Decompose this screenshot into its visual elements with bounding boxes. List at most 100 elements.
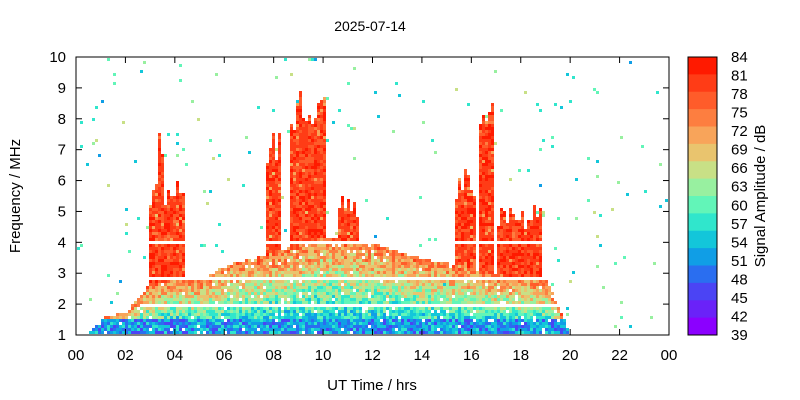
heatmap-cell [434,292,437,295]
heatmap-cell [311,307,314,310]
heatmap-cell [293,199,296,202]
heatmap-cell [293,238,296,241]
heatmap-cell [485,199,488,202]
heatmap-cell [539,253,542,256]
heatmap-cell [278,316,281,319]
heatmap-cell [404,328,407,331]
heatmap-cell [527,271,530,274]
heatmap-cell [224,283,227,286]
heatmap-cell [155,187,158,190]
heatmap-cell [485,229,488,232]
heatmap-cell [398,295,401,298]
heatmap-cell [365,301,368,304]
heatmap-cell [356,274,359,277]
heatmap-cell [347,307,350,310]
heatmap-cell [476,328,479,331]
heatmap-cell [107,328,110,331]
heatmap-cell [365,325,368,328]
heatmap-cell [161,160,164,163]
heatmap-cell [296,154,299,157]
heatmap-cell [431,283,434,286]
heatmap-cell [203,292,206,295]
heatmap-cell [263,262,266,265]
heatmap-cell [365,310,368,313]
heatmap-cell [191,301,194,304]
heatmap-cell [428,283,431,286]
heatmap-cell [368,319,371,322]
heatmap-cell [482,259,485,262]
heatmap-cell [242,265,245,268]
heatmap-cell [317,109,320,112]
heatmap-cell [506,235,509,238]
heatmap-cell [464,190,467,193]
heatmap-cell [311,133,314,136]
heatmap-cell [482,220,485,223]
heatmap-cell [173,202,176,205]
heatmap-cell [275,295,278,298]
heatmap-cell [320,160,323,163]
heatmap-cell [401,310,404,313]
heatmap-cell [371,253,374,256]
heatmap-cell [272,157,275,160]
heatmap-cell [146,310,149,313]
heatmap-cell [218,322,221,325]
heatmap-cell [491,286,494,289]
heatmap-cell [329,325,332,328]
heatmap-cell [260,262,263,265]
heatmap-cell [179,196,182,199]
heatmap-cell [515,244,518,247]
heatmap-cell [488,118,491,121]
heatmap-cell [254,289,257,292]
heatmap-cell [491,211,494,214]
heatmap-cell [434,262,437,265]
heatmap-cell [173,259,176,262]
heatmap-cell [380,292,383,295]
heatmap-cell [308,184,311,187]
heatmap-cell [485,166,488,169]
heatmap-cell [188,319,191,322]
heatmap-cell [509,265,512,268]
heatmap-cell [116,313,119,316]
heatmap-cell [488,265,491,268]
heatmap-cell [518,325,521,328]
heatmap-cell [155,322,158,325]
heatmap-cell [290,148,293,151]
heatmap-cell [263,316,266,319]
heatmap-cell [278,142,281,145]
heatmap-cell [506,226,509,229]
heatmap-cell [179,217,182,220]
heatmap-cell [158,151,161,154]
heatmap-cell [206,280,209,283]
heatmap-cell [479,289,482,292]
heatmap-cell [458,205,461,208]
heatmap-cell [494,313,497,316]
heatmap-cell [167,286,170,289]
heatmap-cell [308,232,311,235]
heatmap-cell [497,262,500,265]
heatmap-cell [464,187,467,190]
heatmap-cell [131,316,134,319]
heatmap-cell [320,172,323,175]
heatmap-cell [290,127,293,130]
heatmap-cell [221,328,224,331]
heatmap-cell [359,319,362,322]
chart-title: 2025-07-14 [334,18,406,34]
heatmap-cell [80,244,83,247]
heatmap-cell [383,298,386,301]
heatmap-cell [284,250,287,253]
heatmap-cell [320,238,323,241]
heatmap-cell [413,307,416,310]
heatmap-cell [251,316,254,319]
heatmap-cell [137,319,140,322]
heatmap-cell [467,325,470,328]
heatmap-cell [536,217,539,220]
heatmap-cell [362,247,365,250]
heatmap-cell [179,298,182,301]
heatmap-cell [218,316,221,319]
heatmap-cell [146,307,149,310]
heatmap-cell [302,208,305,211]
heatmap-cell [299,217,302,220]
heatmap-cell [179,319,182,322]
heatmap-cell [353,223,356,226]
heatmap-cell [485,244,488,247]
